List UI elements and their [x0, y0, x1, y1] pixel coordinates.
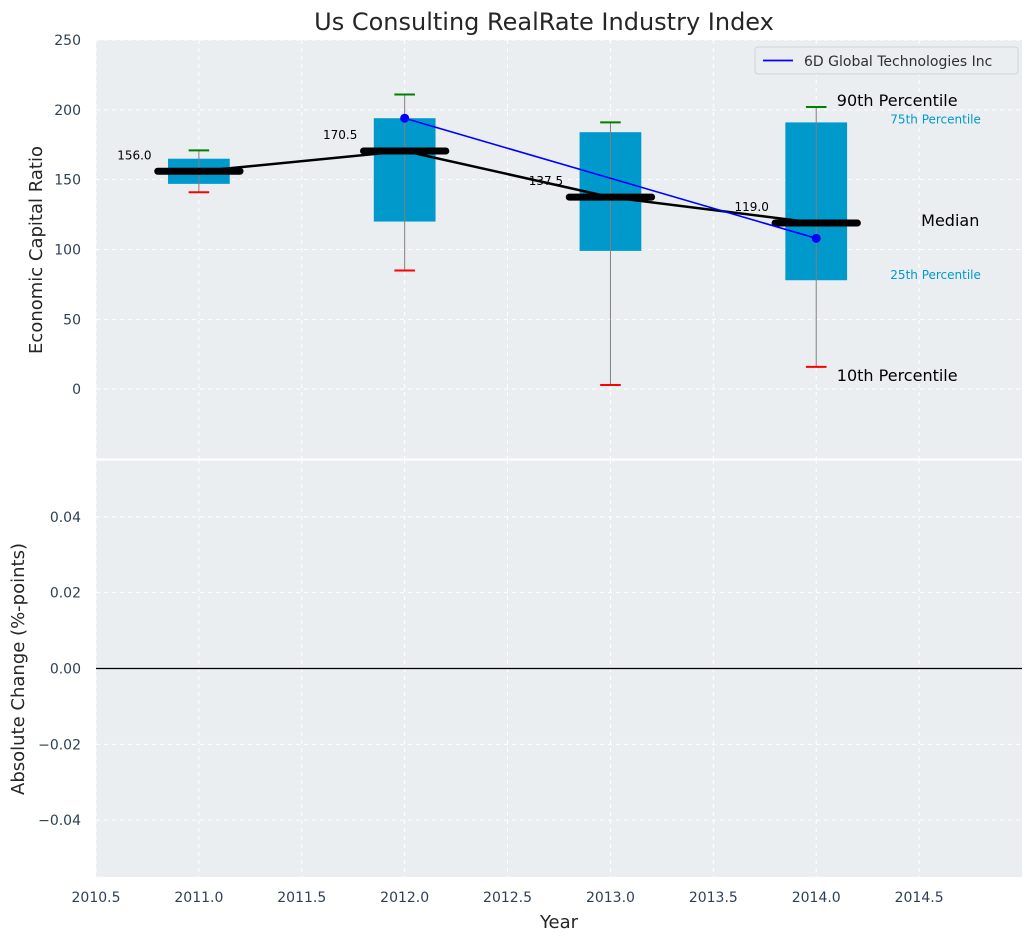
- legend-entry: 6D Global Technologies Inc: [804, 54, 992, 70]
- bottom-y-tick-label: 0.04: [50, 510, 81, 526]
- top-y-tick-label: 50: [63, 312, 81, 328]
- bottom-y-tick-label: −0.02: [38, 737, 81, 753]
- chart-title: Us Consulting RealRate Industry Index: [314, 8, 774, 36]
- top-y-tick-label: 250: [54, 33, 81, 49]
- median-trend-line: [198, 149, 817, 225]
- x-tick-label: 2012.0: [380, 890, 429, 906]
- legend-box: [754, 46, 1019, 75]
- bottom-y-tick-label: 0.02: [50, 586, 81, 602]
- p10-annotation: 10th Percentile: [837, 366, 958, 385]
- bottom-y-axis-label: Absolute Change (%-points): [8, 543, 29, 795]
- median-value-label: 137.5: [529, 174, 563, 188]
- p25-annotation: 25th Percentile: [890, 268, 981, 282]
- top-y-tick-label: 0: [72, 382, 81, 398]
- bottom-y-tick-label: −0.04: [38, 813, 81, 829]
- p90-annotation: 90th Percentile: [837, 91, 958, 110]
- top-y-tick-label: 200: [54, 103, 81, 119]
- x-tick-label: 2012.5: [483, 890, 532, 906]
- x-tick-label: 2013.0: [586, 890, 635, 906]
- company-series-point: [811, 233, 821, 243]
- bottom-y-tick-label: 0.00: [50, 662, 81, 678]
- median-value-label: 156.0: [117, 148, 151, 162]
- company-series-point: [400, 113, 410, 123]
- median-annotation: Median: [921, 211, 979, 230]
- x-tick-label: 2010.5: [72, 890, 121, 906]
- top-y-axis-label: Economic Capital Ratio: [26, 146, 47, 354]
- legend: 6D Global Technologies Inc: [754, 46, 1019, 75]
- company-series-line: [404, 117, 817, 240]
- top-y-tick-label: 100: [54, 243, 81, 259]
- top-y-tick-label: 150: [54, 173, 81, 189]
- x-tick-label: 2011.5: [277, 890, 326, 906]
- median-value-label: 170.5: [323, 128, 357, 142]
- p75-annotation: 75th Percentile: [890, 112, 981, 126]
- x-tick-label: 2014.5: [895, 890, 944, 906]
- x-tick-label: 2013.5: [689, 890, 738, 906]
- x-tick-label: 2011.0: [174, 890, 223, 906]
- x-tick-label: 2014.0: [792, 890, 841, 906]
- median-value-label: 119.0: [735, 200, 769, 214]
- x-axis-label: Year: [539, 912, 579, 933]
